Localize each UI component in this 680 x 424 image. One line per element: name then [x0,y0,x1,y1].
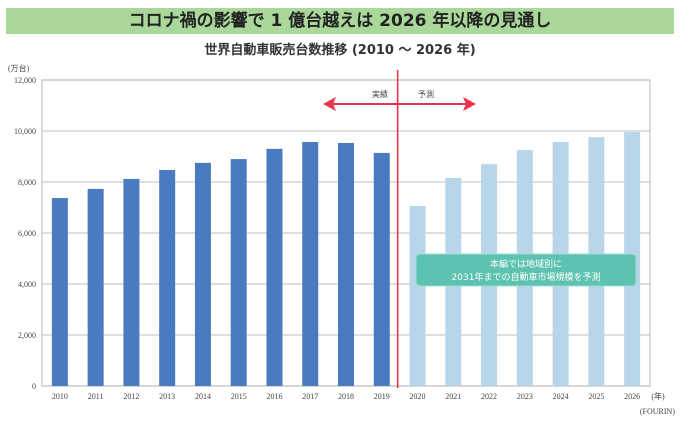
y-tick-label: 0 [32,382,36,391]
note-box [415,253,637,287]
x-tick-label: 2016 [266,392,282,401]
bar-2016 [266,148,283,386]
arrow-left-icon [323,97,336,111]
forecast-label: 予測 [418,89,434,99]
bar-2019 [373,152,390,386]
x-tick-label: 2023 [517,392,533,401]
note-line-1: 本編では地域別に [490,258,562,270]
bar-2018 [338,142,354,386]
headline-banner: コロナ禍の影響で 1 億台越えは 2026 年以降の見通し [6,8,674,34]
bar-2013 [159,170,176,386]
y-tick-label: 6,000 [18,229,36,238]
y-tick-label: 12,000 [14,76,36,85]
x-tick-label: 2024 [553,392,569,401]
bar-2014 [194,162,211,386]
chart-title: 世界自動車販売台数推移 (2010 ～ 2026 年) [204,43,476,58]
x-tick-label: 2014 [195,392,211,401]
bar-2012 [123,178,140,386]
x-tick-label: 2011 [88,392,104,401]
y-axis-unit: (万台) [8,63,30,73]
bar-2017 [302,141,319,386]
x-tick-label: 2020 [410,392,426,401]
actual-label: 実績 [372,89,388,99]
x-tick-label: 2018 [338,392,354,401]
y-tick-label: 2,000 [18,331,36,340]
bar-2020 [409,205,426,386]
y-tick-label: 4,000 [18,280,36,289]
y-tick-label: 10,000 [14,127,36,136]
x-tick-label: 2025 [588,392,604,401]
x-tick-label: 2015 [231,392,247,401]
x-tick-label: 2021 [445,392,461,401]
y-tick-label: 8,000 [18,178,36,187]
x-tick-label: 2017 [302,392,318,401]
x-tick-label: 2012 [123,392,139,401]
x-tick-label: 2010 [52,392,68,401]
x-tick-label: 2022 [481,392,497,401]
x-tick-label: 2026 [624,392,640,401]
bar-2011 [87,188,104,386]
note-line-2: 2031年までの自動車市場規模を予測 [452,271,601,283]
arrow-right-icon [463,97,476,111]
source-label: (FOURIN) [640,407,675,416]
x-tick-label: 2019 [374,392,390,401]
bar-2010 [51,198,68,386]
bar-2015 [230,159,247,386]
x-axis-unit: (年) [651,391,665,401]
x-tick-label: 2013 [159,392,175,401]
